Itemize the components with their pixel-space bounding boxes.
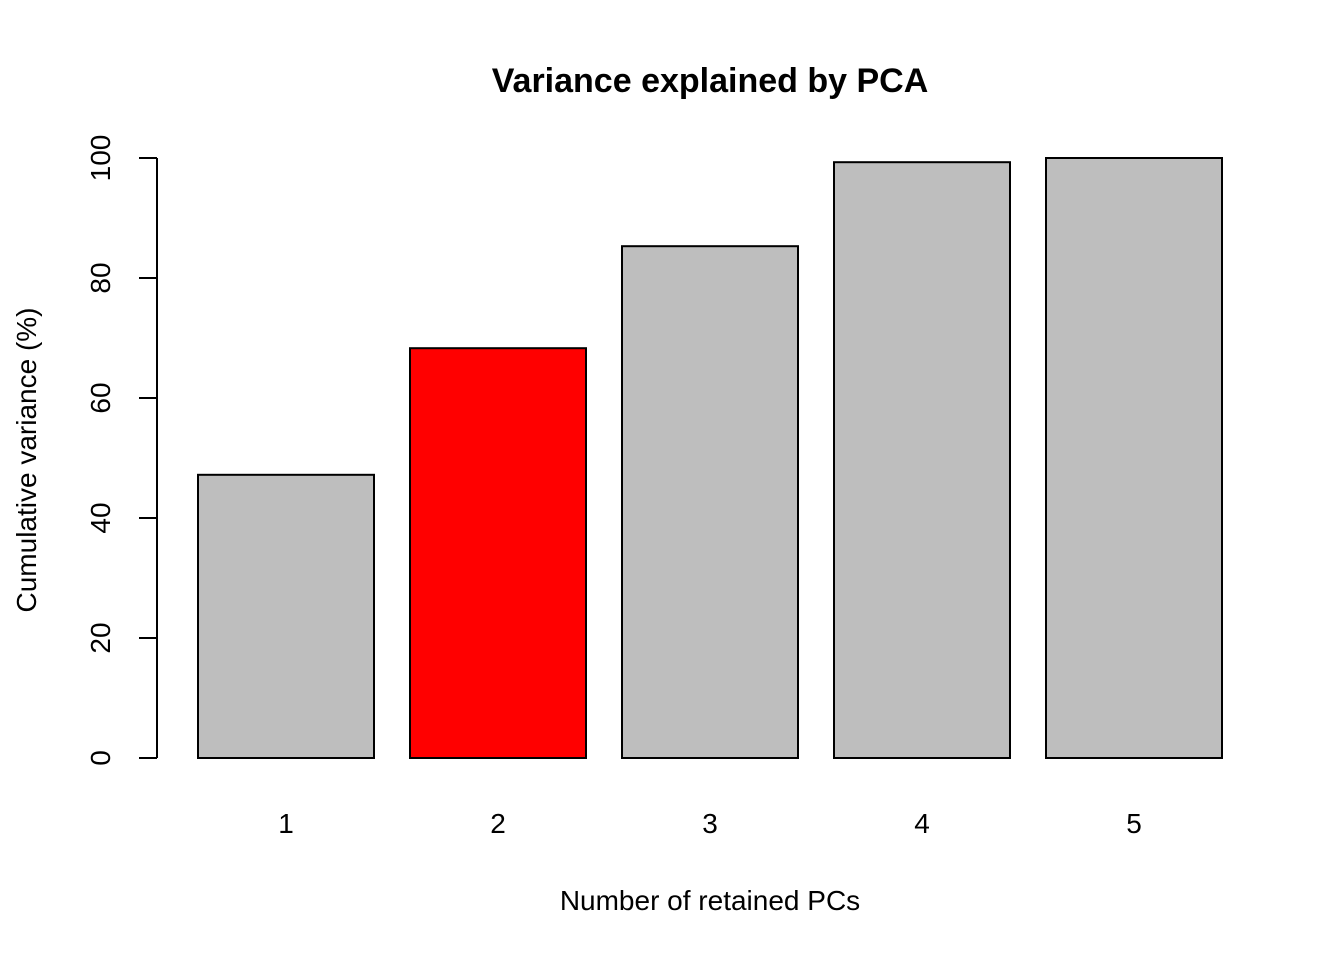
x-axis-label: Number of retained PCs [560, 885, 860, 916]
x-tick-label: 5 [1126, 808, 1142, 839]
bar-5 [1045, 157, 1223, 759]
x-axis-ticks: 1 2 3 4 5 [278, 808, 1142, 839]
chart-title: Variance explained by PCA [492, 62, 929, 100]
y-tick-label: 0 [85, 750, 116, 766]
bar-4 [833, 161, 1011, 759]
y-tick-label: 20 [85, 622, 116, 653]
y-tick-label: 60 [85, 382, 116, 413]
y-axis-label: Cumulative variance (%) [11, 308, 42, 613]
x-tick-label: 3 [702, 808, 718, 839]
y-axis: 0 20 40 60 80 100 [85, 135, 158, 766]
x-tick-label: 1 [278, 808, 294, 839]
y-tick-label: 40 [85, 502, 116, 533]
x-tick-label: 2 [490, 808, 506, 839]
x-tick-label: 4 [914, 808, 930, 839]
bars [197, 157, 1223, 759]
y-tick-label: 100 [85, 135, 116, 182]
bar-1 [197, 473, 375, 759]
y-tick-label: 80 [85, 262, 116, 293]
bar-2 [409, 347, 587, 759]
bar-3 [621, 245, 799, 759]
